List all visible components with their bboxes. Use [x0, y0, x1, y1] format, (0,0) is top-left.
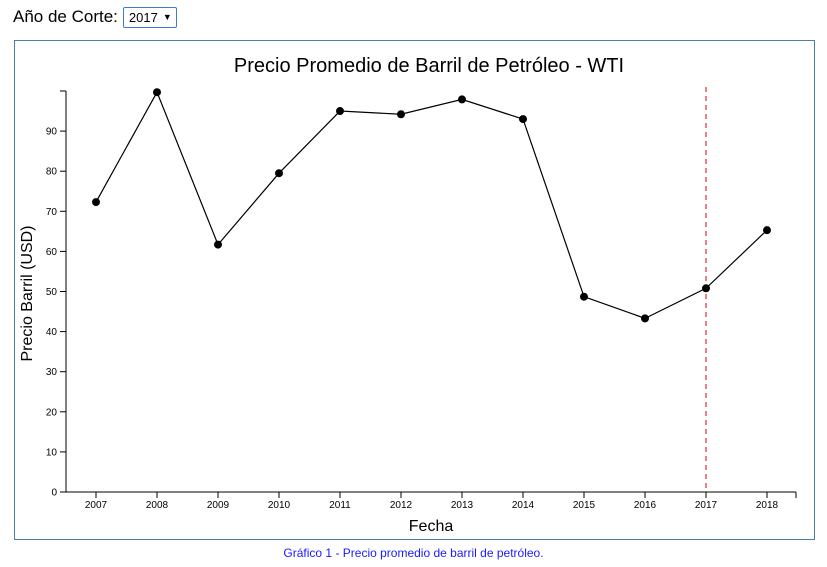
data-point — [519, 115, 527, 124]
x-axis-title: Fecha — [409, 518, 454, 535]
series-line — [95, 90, 768, 320]
y-tick-label: 60 — [46, 247, 58, 258]
x-tick-label: 2013 — [451, 500, 474, 511]
line-chart: Precio Promedio de Barril de Petróleo - … — [19, 55, 797, 535]
y-tick-label: 40 — [46, 327, 58, 338]
y-axis-title: Precio Barril (USD) — [19, 225, 36, 361]
x-tick-label: 2018 — [756, 500, 779, 511]
data-point — [92, 198, 100, 207]
chevron-down-icon: ▼ — [162, 12, 172, 22]
x-tick-label: 2007 — [85, 500, 108, 511]
y-tick-label: 20 — [46, 407, 58, 418]
x-tick-label: 2012 — [390, 500, 413, 511]
year-filter: Año de Corte: 2017 ▼ — [13, 5, 177, 29]
y-tick-label: 10 — [46, 447, 58, 458]
x-tick-label: 2014 — [512, 500, 535, 511]
year-select-value: 2017 — [128, 9, 158, 25]
data-point — [458, 95, 466, 104]
data-point — [214, 240, 222, 249]
data-point — [275, 169, 283, 178]
year-filter-label: Año de Corte: — [13, 7, 118, 26]
x-tick-label: 2009 — [207, 500, 230, 511]
x-tick-label: 2011 — [329, 500, 351, 511]
y-tick-label: 0 — [51, 488, 57, 499]
x-tick-label: 2008 — [146, 500, 169, 511]
chart-title: Precio Promedio de Barril de Petróleo - … — [234, 55, 624, 77]
x-tick-label: 2016 — [634, 500, 657, 511]
y-tick-label: 70 — [46, 207, 58, 218]
data-point — [702, 284, 710, 293]
data-point — [641, 314, 649, 323]
data-point — [153, 88, 161, 97]
x-tick-label: 2010 — [268, 500, 291, 511]
chart-container: Precio Promedio de Barril de Petróleo - … — [14, 40, 815, 540]
data-point — [397, 110, 405, 119]
y-tick-label: 80 — [46, 167, 58, 178]
y-tick-label: 30 — [46, 367, 58, 378]
y-tick-label: 90 — [46, 127, 58, 138]
x-tick-label: 2017 — [695, 500, 718, 511]
y-tick-label: 50 — [46, 287, 58, 298]
year-select[interactable]: 2017 ▼ — [122, 6, 177, 28]
data-point — [336, 107, 344, 116]
data-point — [763, 226, 771, 235]
figure-caption: Gráfico 1 - Precio promedio de barril de… — [283, 546, 544, 560]
x-tick-label: 2015 — [573, 500, 596, 511]
data-point — [580, 292, 588, 301]
